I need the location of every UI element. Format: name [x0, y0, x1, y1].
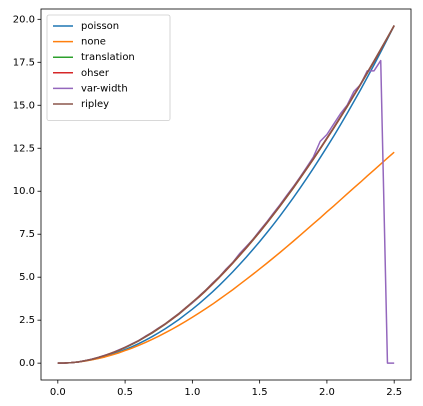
y-tick-label: 10.0 — [13, 186, 35, 197]
legend-box — [46, 14, 171, 121]
y-tick-label: 0.0 — [19, 358, 35, 369]
y-tick-label: 20.0 — [13, 14, 35, 25]
line — [57, 151, 395, 364]
x-tick-label: 1.5 — [252, 387, 268, 398]
legend-label: ohser — [81, 68, 110, 79]
y-tick-label: 17.5 — [13, 57, 35, 68]
x-tick-label: 2.5 — [386, 387, 402, 398]
legend-label: translation — [81, 52, 135, 63]
legend-label: ripley — [81, 99, 109, 110]
x-tick-label: 2.0 — [319, 387, 335, 398]
y-tick-label: 7.5 — [19, 229, 35, 240]
x-tick-label: 0.0 — [50, 387, 66, 398]
y-tick-label: 12.5 — [13, 143, 35, 154]
axes-frame — [40, 8, 412, 381]
y-tick-label: 2.5 — [19, 315, 35, 326]
y-tick-label: 5.0 — [19, 272, 35, 283]
y-tick-label: 15.0 — [13, 100, 35, 111]
x-tick-label: 0.5 — [117, 387, 133, 398]
line — [57, 24, 395, 364]
legend-label: none — [81, 37, 106, 48]
x-tick-label: 1.0 — [184, 387, 200, 398]
legend-label: poisson — [81, 21, 119, 32]
legend-label: var-width — [81, 83, 128, 94]
